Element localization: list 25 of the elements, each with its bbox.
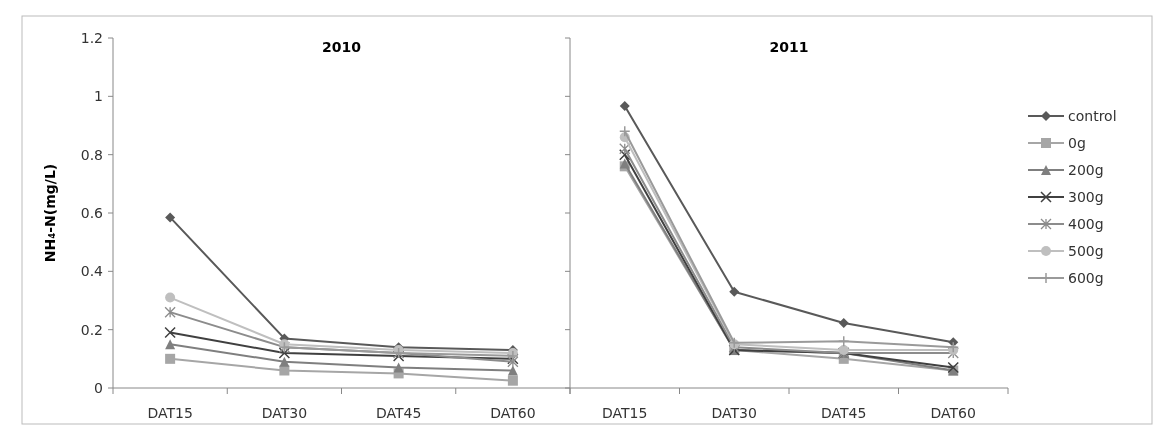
x-tick-label: DAT60 xyxy=(930,405,976,421)
y-tick-label: 0.8 xyxy=(80,146,103,163)
x-tick-label: DAT30 xyxy=(711,405,757,421)
x-tick-label: DAT45 xyxy=(821,405,867,421)
y-tick-label: 1.2 xyxy=(80,29,103,46)
legend-label: 200g xyxy=(1068,161,1104,178)
y-axis-title: NH₄-N(mg/L) xyxy=(42,163,58,263)
legend-label: 600g xyxy=(1068,269,1104,286)
legend-label: 0g xyxy=(1068,134,1086,151)
legend-label: control xyxy=(1068,107,1117,124)
x-tick-label: DAT30 xyxy=(261,405,308,421)
legend-label: 300g xyxy=(1068,188,1104,205)
chart-title: 2011 xyxy=(769,39,809,55)
x-tick-label: DAT15 xyxy=(147,405,193,421)
legend-label: 400g xyxy=(1068,215,1104,232)
x-tick-label: DAT15 xyxy=(602,405,648,421)
legend-label: 500g xyxy=(1068,242,1104,259)
y-tick-label: 0.4 xyxy=(80,263,104,280)
y-tick-label: 0.6 xyxy=(80,204,104,221)
x-tick-label: DAT45 xyxy=(375,405,422,421)
x-tick-label: DAT60 xyxy=(490,405,536,421)
y-tick-label: 0 xyxy=(94,379,103,396)
y-tick-label: 1 xyxy=(94,88,103,105)
y-tick-label: 0.2 xyxy=(80,321,103,338)
chart-title: 2010 xyxy=(322,39,362,55)
